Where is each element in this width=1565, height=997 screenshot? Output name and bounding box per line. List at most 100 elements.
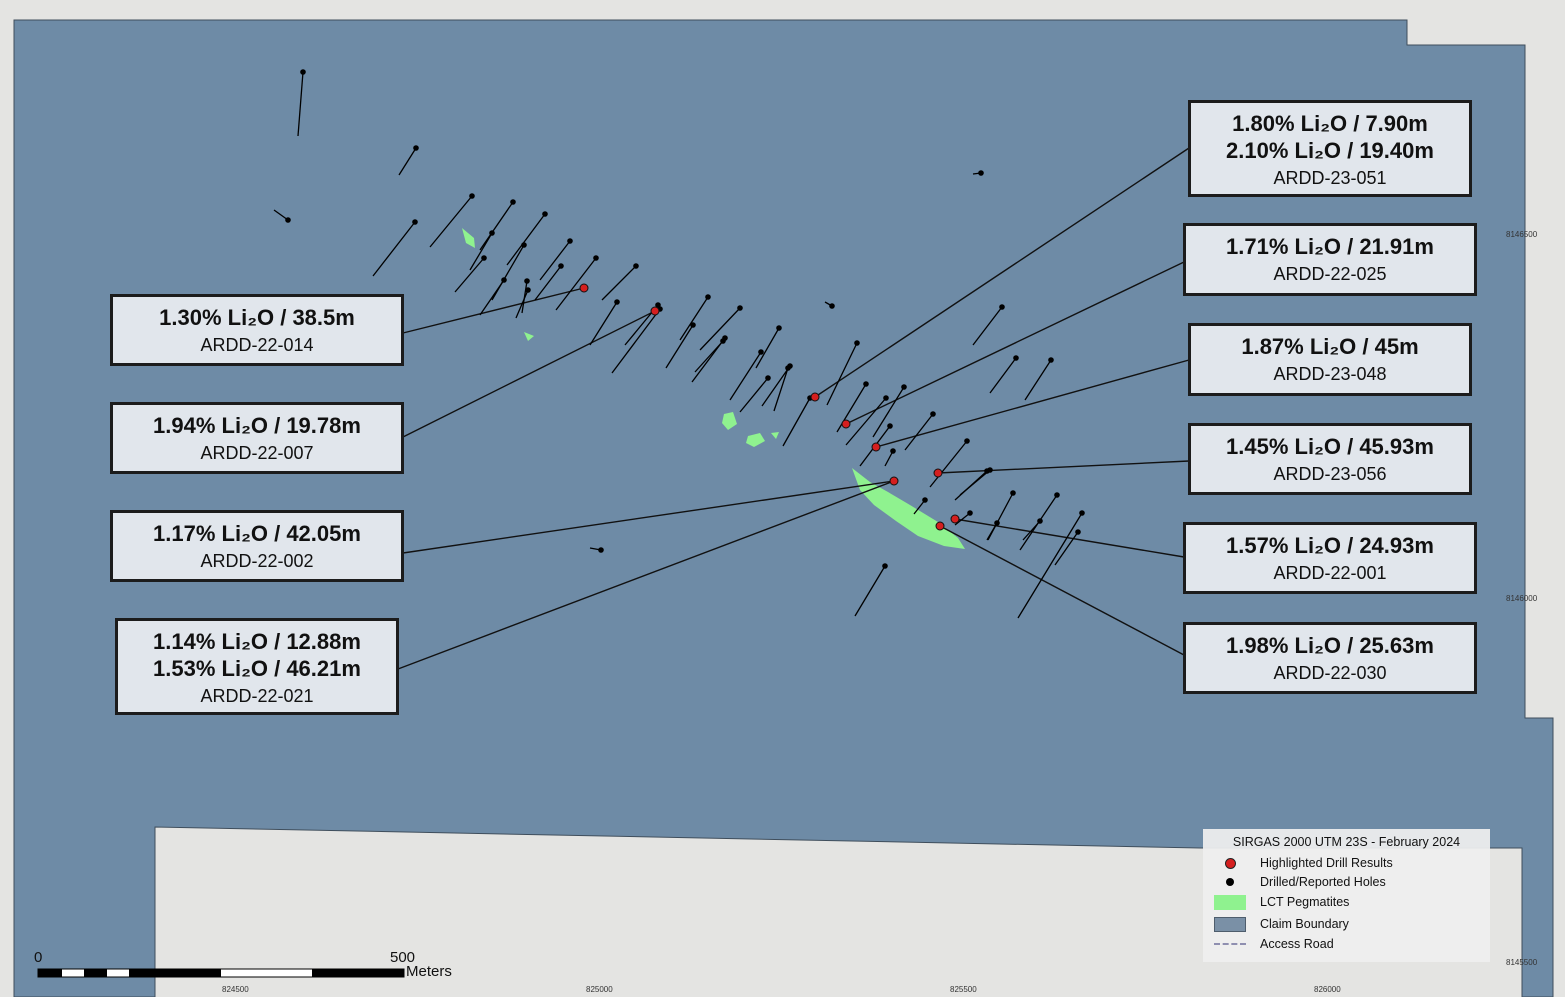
red-dot-icon [1225,858,1236,869]
callout-hole-id: ARDD-23-056 [1191,462,1469,486]
callout-grade: 1.53% Li₂O / 46.21m [118,655,396,682]
grid-y-label: 8146000 [1506,594,1537,603]
callout-ardd-23-056: 1.45% Li₂O / 45.93m ARDD-23-056 [1188,423,1472,495]
drill-collar [901,384,907,390]
drill-collar [1037,518,1043,524]
callout-grade: 1.57% Li₂O / 24.93m [1186,532,1474,559]
callout-grade: 1.80% Li₂O / 7.90m [1191,110,1469,137]
scale-start-label: 0 [34,949,42,966]
highlighted-collar [580,284,588,292]
highlighted-collar [811,393,819,401]
highlighted-collar [936,522,944,530]
green-swatch-icon [1214,895,1246,910]
drill-collar [978,170,984,176]
drill-collar [765,375,771,381]
highlighted-collar [651,307,659,315]
grid-x-label: 825000 [586,985,613,994]
drill-collar [525,287,531,293]
drill-collar [1010,490,1016,496]
highlighted-collar [872,443,880,451]
black-dot-icon [1226,878,1234,886]
drill-collar [854,340,860,346]
legend-item-pegmatites: LCT Pegmatites [1213,893,1349,911]
drill-collar [882,563,888,569]
grid-y-label: 8145500 [1506,958,1537,967]
drill-collar [598,547,604,553]
callout-hole-id: ARDD-23-051 [1191,166,1469,190]
drill-collar [481,255,487,261]
callout-ardd-22-025: 1.71% Li₂O / 21.91m ARDD-22-025 [1183,223,1477,296]
callout-hole-id: ARDD-22-002 [113,549,401,573]
grid-x-label: 826000 [1314,985,1341,994]
callout-ardd-22-002: 1.17% Li₂O / 42.05m ARDD-22-002 [110,510,404,582]
callout-hole-id: ARDD-23-048 [1191,362,1469,386]
grid-x-label: 824500 [222,985,249,994]
callout-hole-id: ARDD-22-007 [113,441,401,465]
drill-collar [300,69,306,75]
drill-collar [737,305,743,311]
drill-collar [785,365,791,371]
drill-collar [558,263,564,269]
drill-collar [994,520,1000,526]
drill-collar [510,199,516,205]
drill-collar [567,238,573,244]
highlighted-collar [890,477,898,485]
dashed-line-icon [1214,943,1246,945]
legend-item-claim: Claim Boundary [1213,915,1349,933]
callout-hole-id: ARDD-22-030 [1186,661,1474,685]
drill-collar [922,497,928,503]
callout-grade: 1.45% Li₂O / 45.93m [1191,433,1469,460]
legend-item-drilled: Drilled/Reported Holes [1213,873,1386,891]
drill-collar [1079,510,1085,516]
drill-collar [1075,529,1081,535]
map-legend: SIRGAS 2000 UTM 23S - February 2024 High… [1203,829,1490,962]
callout-ardd-23-051: 1.80% Li₂O / 7.90m 2.10% Li₂O / 19.40m A… [1188,100,1472,197]
drill-collar [705,294,711,300]
callout-ardd-22-014: 1.30% Li₂O / 38.5m ARDD-22-014 [110,294,404,366]
scale-bar [38,969,404,977]
legend-item-road: Access Road [1213,935,1334,953]
drill-collar [1048,357,1054,363]
drill-collar [720,338,726,344]
drill-collar [967,510,973,516]
grid-x-label: 825500 [950,985,977,994]
drill-collar [285,217,291,223]
drill-collar [633,263,639,269]
legend-title: SIRGAS 2000 UTM 23S - February 2024 [1203,835,1490,849]
callout-grade: 1.98% Li₂O / 25.63m [1186,632,1474,659]
callout-hole-id: ARDD-22-014 [113,333,401,357]
drill-collar [469,193,475,199]
highlighted-collar [934,469,942,477]
drill-collar [614,299,620,305]
callout-grade: 1.17% Li₂O / 42.05m [113,520,401,547]
scale-unit-label: Meters [406,963,452,980]
drill-collar [413,145,419,151]
drill-collar [524,278,530,284]
drill-collar [593,255,599,261]
grid-y-label: 8146500 [1506,230,1537,239]
drill-collar [863,381,869,387]
callout-grade: 1.30% Li₂O / 38.5m [113,304,401,331]
drill-collar [758,349,764,355]
callout-grade: 1.94% Li₂O / 19.78m [113,412,401,439]
drill-collar [890,448,896,454]
drill-collar [521,242,527,248]
drill-collar [1013,355,1019,361]
drill-collar [501,277,507,283]
callout-grade: 2.10% Li₂O / 19.40m [1191,137,1469,164]
drill-collar [999,304,1005,310]
drill-collar [987,467,993,473]
highlighted-collar [951,515,959,523]
callout-ardd-22-021: 1.14% Li₂O / 12.88m 1.53% Li₂O / 46.21m … [115,618,399,715]
callout-hole-id: ARDD-22-021 [118,684,396,708]
drill-collar [1054,492,1060,498]
callout-ardd-22-030: 1.98% Li₂O / 25.63m ARDD-22-030 [1183,622,1477,694]
drill-collar [542,211,548,217]
callout-ardd-23-048: 1.87% Li₂O / 45m ARDD-23-048 [1188,323,1472,396]
drill-collar [412,219,418,225]
callout-hole-id: ARDD-22-025 [1186,262,1474,286]
callout-hole-id: ARDD-22-001 [1186,561,1474,585]
legend-item-highlighted: Highlighted Drill Results [1213,854,1393,872]
drill-collar [829,303,835,309]
drill-collar [887,423,893,429]
